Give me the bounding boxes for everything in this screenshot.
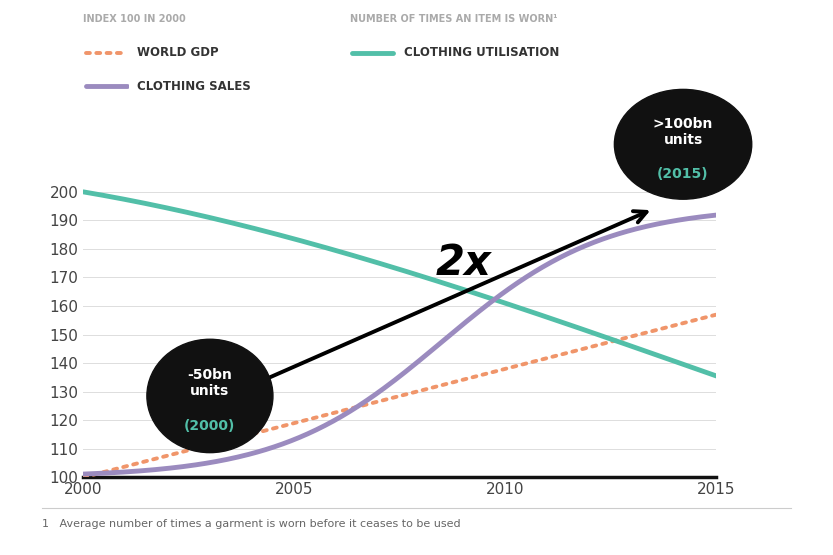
Text: CLOTHING SALES: CLOTHING SALES bbox=[137, 79, 252, 93]
Text: >100bn
units: >100bn units bbox=[653, 117, 713, 147]
Text: -50bn
units: -50bn units bbox=[187, 368, 232, 398]
Text: NUMBER OF TIMES AN ITEM IS WORN¹: NUMBER OF TIMES AN ITEM IS WORN¹ bbox=[350, 14, 557, 24]
Text: CLOTHING UTILISATION: CLOTHING UTILISATION bbox=[404, 46, 560, 59]
Text: INDEX 100 IN 2000: INDEX 100 IN 2000 bbox=[83, 14, 186, 24]
Text: (2000): (2000) bbox=[184, 420, 236, 433]
Circle shape bbox=[147, 339, 273, 453]
Text: 1   Average number of times a garment is worn before it ceases to be used: 1 Average number of times a garment is w… bbox=[42, 519, 461, 529]
Circle shape bbox=[615, 89, 751, 199]
Text: WORLD GDP: WORLD GDP bbox=[137, 46, 219, 59]
Text: 2x: 2x bbox=[435, 242, 491, 284]
Text: (2015): (2015) bbox=[657, 166, 709, 181]
